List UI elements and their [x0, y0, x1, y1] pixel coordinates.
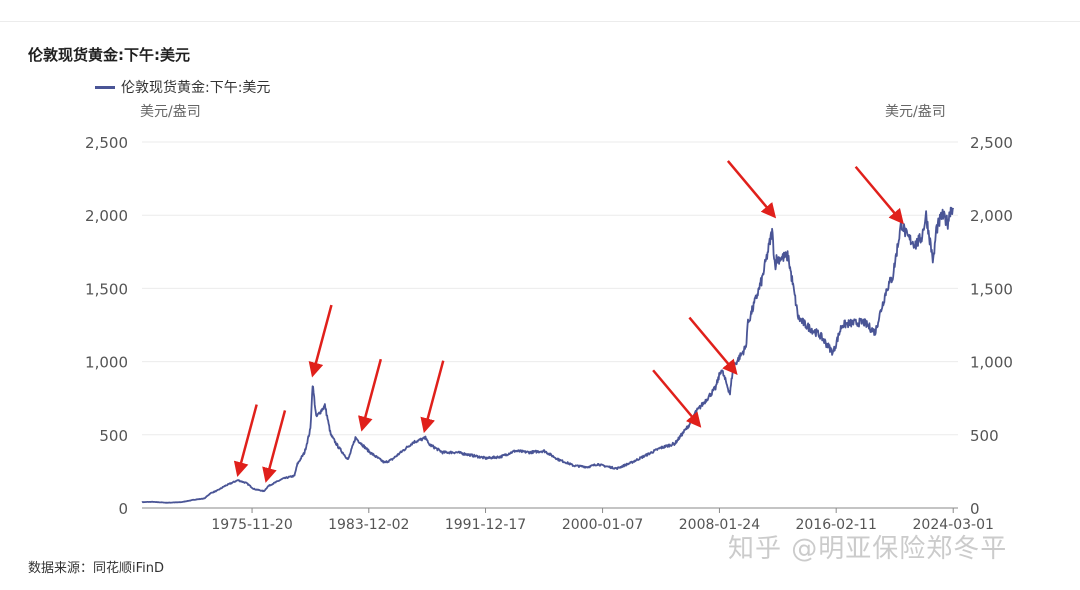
- legend-line-swatch: [95, 85, 115, 89]
- y-tick-label-left: 2,500: [85, 134, 128, 152]
- y-tick-label-right: 2,000: [970, 207, 1013, 225]
- annotation-arrow: [358, 358, 383, 432]
- chart-title: 伦敦现货黄金:下午:美元: [28, 46, 190, 64]
- y-axis-unit-right: 美元/盎司: [885, 104, 946, 120]
- x-tick-label: 1983-12-02: [328, 517, 409, 533]
- x-tick-label: 2008-01-24: [679, 517, 760, 533]
- series-layer: [141, 206, 955, 504]
- y-tick-label-left: 1,000: [85, 354, 128, 372]
- legend[interactable]: 伦敦现货黄金:下午:美元: [95, 77, 270, 97]
- annotation-arrow: [233, 404, 258, 478]
- annotation-arrow: [420, 360, 445, 434]
- gridlines: [142, 141, 958, 436]
- y-tick-label-right: 1,000: [970, 354, 1013, 372]
- top-divider: [0, 21, 1080, 22]
- y-axis-unit-left: 美元/盎司: [140, 104, 201, 120]
- annotation-arrow: [262, 410, 287, 483]
- y-tick-label-right: 2,500: [970, 134, 1013, 152]
- x-tick-label: 2000-01-07: [562, 517, 643, 533]
- y-tick-label-left: 500: [99, 427, 128, 445]
- x-tick-label: 2016-02-11: [795, 517, 876, 533]
- legend-label: 伦敦现货黄金:下午:美元: [121, 80, 271, 96]
- y-tick-label-right: 500: [970, 427, 999, 445]
- y-tick-label-right: 0: [970, 500, 980, 518]
- data-source-note: 数据来源：同花顺iFinD: [28, 561, 165, 576]
- axes: 0 0 500 500 1,000 1,000 1,500 1,500 2,000 2,000 2,…: [85, 134, 1013, 533]
- x-tick-label: 1975-11-20: [211, 517, 292, 533]
- y-tick-label-left: 1,500: [85, 280, 128, 298]
- y-tick-label-left: 0: [118, 500, 128, 518]
- y-tick-label-left: 2,000: [85, 207, 128, 225]
- annotation-arrow: [688, 316, 738, 375]
- x-tick-label: 1991-12-17: [445, 517, 526, 533]
- annotation-arrows: [233, 160, 904, 483]
- annotation-arrow: [308, 304, 333, 378]
- series-line-gold-price: [141, 206, 955, 504]
- annotation-arrow: [652, 369, 702, 428]
- y-tick-label-right: 1,500: [970, 280, 1013, 298]
- annotation-arrow: [726, 160, 777, 219]
- watermark: 知乎 @明亚保险郑冬平: [728, 534, 1008, 564]
- annotation-arrow: [854, 165, 904, 225]
- x-tick-label: 2024-03-01: [913, 517, 994, 533]
